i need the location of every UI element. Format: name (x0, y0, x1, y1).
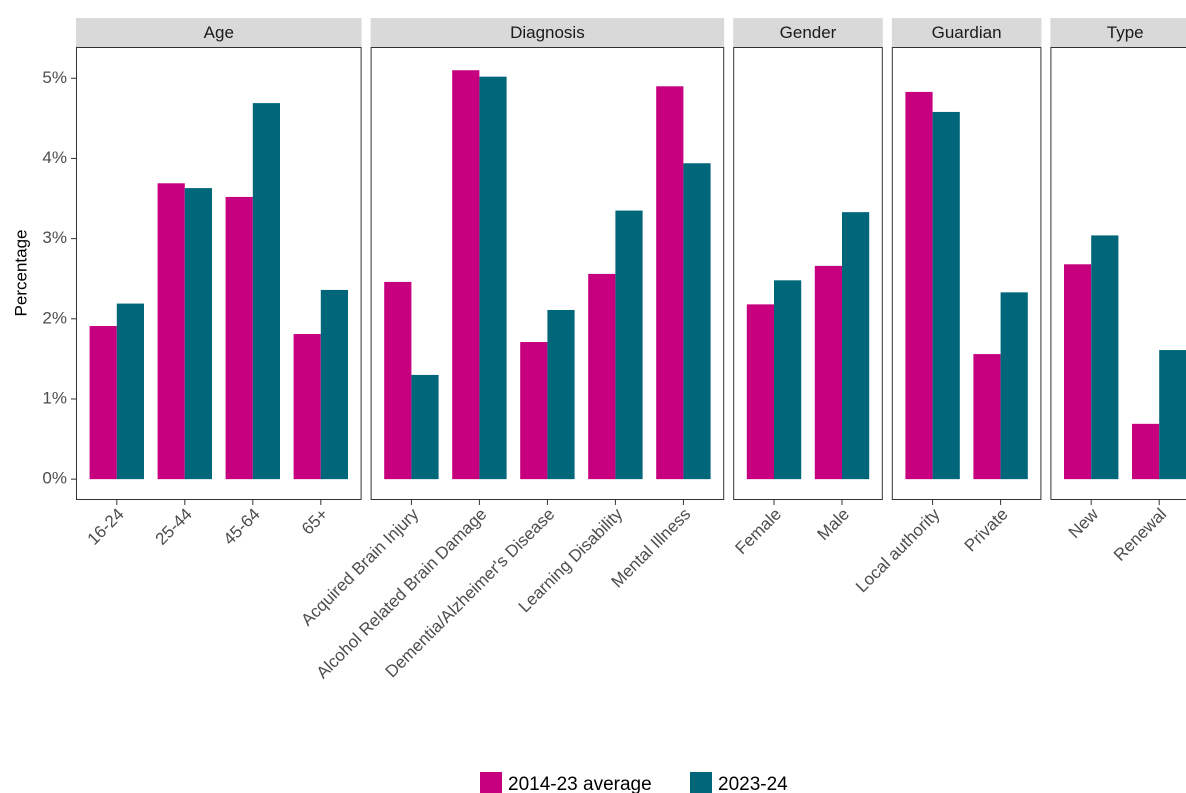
bar (905, 91, 933, 480)
bar (252, 103, 280, 480)
strip (370, 18, 725, 47)
panel-border (733, 47, 883, 500)
bar (973, 354, 1001, 480)
bar (384, 281, 412, 480)
strip (891, 18, 1042, 47)
bar (932, 111, 960, 480)
x-tick-label: 25-44 (152, 505, 196, 549)
y-tick-label: 2% (42, 308, 67, 327)
bar (683, 163, 711, 480)
bar (1064, 264, 1092, 480)
facet-title: Age (204, 23, 234, 42)
panel-border (891, 47, 1042, 500)
x-tick-label: Private (961, 505, 1012, 556)
y-tick-label: 3% (42, 228, 67, 247)
x-tick-label: 45-64 (220, 505, 264, 549)
strip (76, 18, 362, 47)
y-tick-label: 4% (42, 148, 67, 167)
y-axis-title: Percentage (11, 230, 30, 317)
bar (746, 304, 774, 480)
strip (733, 18, 883, 47)
bar (116, 303, 144, 480)
x-tick-label: Renewal (1110, 505, 1170, 565)
legend-label: 2014-23 average (508, 774, 652, 793)
legend-label: 2023-24 (718, 774, 788, 793)
bar (1000, 292, 1028, 480)
y-tick-label: 0% (42, 469, 67, 488)
facet-title: Guardian (932, 23, 1002, 42)
bar (479, 76, 507, 480)
bar (547, 309, 575, 480)
y-tick-label: 5% (42, 68, 67, 87)
panel-border (76, 47, 362, 500)
bar (293, 334, 321, 480)
x-tick-label: Female (731, 505, 785, 559)
bar (184, 188, 212, 480)
y-tick-label: 1% (42, 388, 67, 407)
x-tick-label: Local authority (852, 504, 944, 596)
bar (615, 210, 643, 480)
x-tick-label: New (1065, 504, 1103, 542)
legend-swatch (690, 772, 712, 793)
facet-title: Gender (780, 23, 837, 42)
x-tick-label: 65+ (298, 505, 332, 539)
bar (411, 374, 439, 480)
facet-title: Diagnosis (510, 23, 585, 42)
x-tick-label: 16-24 (84, 505, 128, 549)
bar (89, 326, 117, 480)
bar (520, 342, 548, 480)
bar (157, 183, 185, 480)
bar (774, 280, 802, 480)
legend-swatch (480, 772, 502, 793)
bar (320, 289, 348, 480)
panel-border (1050, 47, 1186, 500)
bar (1132, 423, 1160, 480)
x-tick-label: Male (814, 505, 853, 544)
strip (1050, 18, 1186, 47)
bar (452, 70, 480, 480)
facet-title: Type (1107, 23, 1144, 42)
bar (842, 212, 870, 480)
bar (1159, 350, 1186, 480)
panel-border (370, 47, 725, 500)
bar (814, 265, 842, 480)
bar (1091, 235, 1119, 480)
bar (225, 196, 253, 480)
bar (588, 273, 616, 480)
bar (656, 86, 684, 480)
